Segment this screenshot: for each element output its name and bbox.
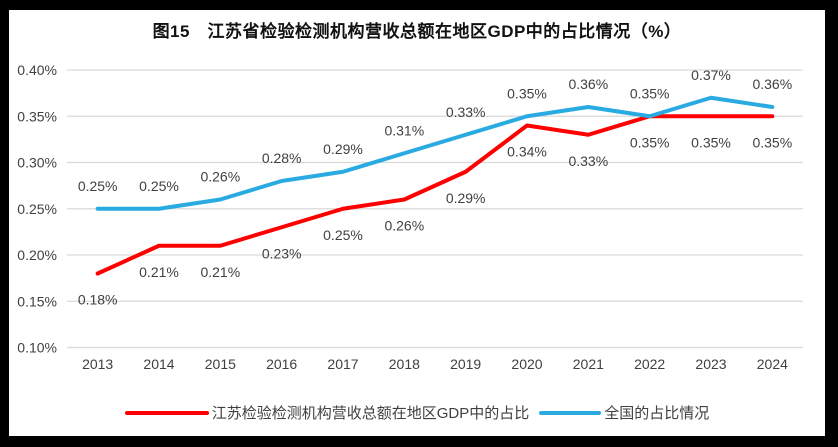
legend-item-national: 全国的占比情况 [539,402,709,423]
data-point-label: 0.31% [384,122,424,138]
x-axis-tick-label: 2018 [389,356,420,372]
x-axis-tick-label: 2013 [82,356,113,372]
data-point-label: 0.23% [262,245,302,261]
y-axis-tick-label: 0.25% [17,201,57,217]
data-point-label: 0.25% [78,178,118,194]
data-point-label: 0.37% [691,67,731,83]
y-axis-tick-label: 0.30% [17,155,57,171]
data-point-label: 0.28% [262,150,302,166]
data-point-label: 0.25% [323,227,363,243]
data-point-label: 0.34% [507,144,547,160]
x-axis-tick-label: 2024 [757,356,788,372]
x-axis-tick-label: 2021 [573,356,604,372]
line-chart: 0.40% 0.35% 0.30% 0.25% 0.20% 0.15% 0.10% 2013 2… [17,62,803,372]
chart-title: 图15 江苏省检验检测机构营收总额在地区GDP中的占比情况（%） [152,22,682,41]
national-series-line-swatch [539,410,602,415]
jiangsu-series-line-swatch [124,410,209,415]
data-point-label: 0.33% [446,104,486,120]
data-point-label: 0.21% [200,264,240,280]
data-point-label: 0.35% [752,134,792,150]
series-line [95,95,775,211]
x-axis-tick-label: 2014 [143,356,174,372]
x-axis-tick-label: 2022 [634,356,665,372]
y-axis-tick-label: 0.10% [17,340,57,356]
x-axis-tick-label: 2017 [327,356,358,372]
legend-label-national: 全国的占比情况 [604,405,710,422]
x-axis-tick-label: 2020 [511,356,542,372]
legend-label-jiangsu: 江苏检验检测机构营收总额在地区GDP中的占比 [211,405,530,422]
y-axis-tick-label: 0.15% [17,293,57,309]
chart-canvas: 图15 江苏省检验检测机构营收总额在地区GDP中的占比情况（%） 0.40% 0.… [9,10,825,436]
data-point-label: 0.35% [507,85,547,101]
x-axis-tick-label: 2019 [450,356,481,372]
data-point-label: 0.35% [630,85,670,101]
y-axis-tick-label: 0.20% [17,247,57,263]
data-point-label: 0.29% [323,141,363,157]
x-axis-tick-label: 2023 [695,356,726,372]
data-point-label: 0.26% [384,218,424,234]
data-point-label: 0.36% [568,76,608,92]
y-axis-tick-label: 0.35% [17,108,57,124]
legend-item-jiangsu: 江苏检验检测机构营收总额在地区GDP中的占比 [124,402,530,423]
series-line [95,114,775,276]
data-point-label: 0.18% [78,292,118,308]
data-point-label: 0.35% [691,134,731,150]
x-axis-tick-label: 2015 [205,356,236,372]
data-point-label: 0.36% [752,76,792,92]
data-point-label: 0.29% [446,190,486,206]
data-point-label: 0.21% [139,264,179,280]
data-point-label: 0.25% [139,178,179,194]
data-point-label: 0.26% [200,169,240,185]
x-axis-tick-label: 2016 [266,356,297,372]
y-axis-tick-label: 0.40% [17,62,57,78]
chart-legend: 江苏检验检测机构营收总额在地区GDP中的占比 全国的占比情况 [9,402,825,423]
data-point-label: 0.35% [630,134,670,150]
data-point-label: 0.33% [568,153,608,169]
